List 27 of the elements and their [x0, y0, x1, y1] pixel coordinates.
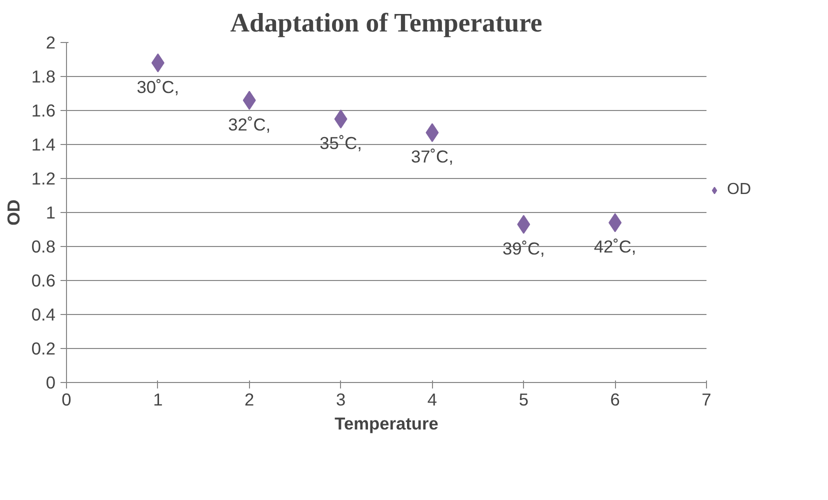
x-axis-title: Temperature [334, 414, 439, 434]
y-tick-label: 0.4 [31, 304, 56, 324]
chart-title: Adaptation of Temperature [230, 8, 542, 38]
y-tick-label: 0.8 [31, 236, 56, 256]
y-tick-label: 1 [46, 202, 56, 222]
x-tick-label: 3 [336, 390, 346, 410]
y-tick-label: 1.6 [31, 100, 56, 120]
y-tick-label: 1.8 [31, 66, 56, 86]
y-axis-title: OD [3, 199, 24, 226]
y-tick-label: 1.2 [31, 168, 56, 188]
y-tick-label: 0 [46, 372, 56, 392]
x-tick-label: 2 [244, 390, 254, 410]
x-tick-label: 0 [62, 390, 72, 410]
y-tick-label: 2 [46, 32, 56, 52]
x-tick-label: 4 [427, 390, 438, 410]
x-tick-label: 5 [518, 390, 528, 410]
annotation: 30˚C, [136, 76, 180, 97]
y-tick-label: 0.2 [31, 338, 56, 358]
point [334, 110, 348, 128]
annotation: 32˚C, [228, 114, 271, 134]
x-tick-label: 7 [702, 390, 712, 410]
legend-label: OD [727, 181, 751, 199]
x-tick-label: 1 [153, 390, 163, 410]
y-tick-label: 0.6 [31, 270, 56, 290]
y-tick-label: 1.4 [31, 134, 56, 154]
x-tick-label: 6 [610, 390, 620, 410]
annotation: 37˚C, [411, 146, 454, 167]
